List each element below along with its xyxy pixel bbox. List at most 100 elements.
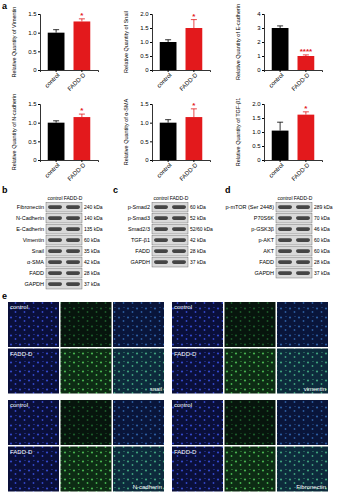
band [296, 260, 310, 264]
micrograph [61, 400, 112, 445]
size-label: 60 kDa [314, 248, 330, 254]
tick-label: 1.0 [28, 120, 37, 126]
y-axis-title: Relative Quantity of E-cadherin [235, 4, 241, 80]
tick-label: control [156, 72, 173, 89]
bar-chart: 00.51.01.52.0controlFADD-DRelative Quant… [123, 11, 211, 92]
y-axis-title: Relative Quantity of α-SMA [123, 98, 129, 165]
tick-label: 1.0 [140, 120, 149, 126]
stain-label: snail [150, 386, 162, 392]
micrograph [277, 400, 328, 445]
error-bar-stem [280, 122, 281, 130]
error-bar [277, 26, 283, 28]
tick-label: 0 [145, 67, 149, 73]
significance: * [80, 106, 84, 115]
error-bar-stem [56, 30, 57, 33]
error-bar-cap [277, 25, 283, 26]
tick: 2.0 [140, 11, 152, 17]
band [154, 216, 168, 220]
lane-label: FADD-D [294, 195, 313, 201]
tick: 2 [257, 39, 264, 45]
size-label: 140 kDa [84, 215, 103, 221]
tick-label: FADD-D [178, 72, 199, 93]
y-axis-title: Relative Quantity of Snail [123, 11, 129, 73]
micrograph [225, 447, 276, 492]
tick-label: 2.0 [252, 101, 261, 107]
blot-strip [152, 225, 188, 235]
band [66, 216, 80, 220]
error-bar-stem [193, 109, 194, 117]
micrograph-group: controlFADD-Dvimentin [172, 302, 328, 394]
row-label: FADD-D [10, 351, 33, 357]
band [48, 205, 62, 209]
tick: FADD-D [66, 70, 87, 92]
size-label: 240 kDa [84, 204, 103, 210]
western-blot: controlFADD-Dp-mTOR (Ser 2448)289 kDaP70… [226, 195, 333, 278]
bar [48, 123, 65, 160]
axis-line [265, 71, 323, 73]
tick-label: 0.5 [28, 139, 37, 145]
tick: 4 [257, 11, 264, 17]
protein-label: E-Cadherin [16, 226, 44, 232]
protein-label: P70S6K [254, 215, 275, 221]
error-bar [191, 109, 197, 117]
axis-line [262, 15, 265, 71]
tick-mark [262, 42, 264, 43]
panel-label: c [113, 185, 118, 195]
tick-label: FADD-D [66, 72, 87, 93]
row-label: control [10, 402, 28, 408]
x-axis: control FADD-D [265, 160, 323, 182]
plot-area [48, 114, 91, 160]
tick: 1.0 [252, 129, 264, 135]
tick-label: 1.5 [252, 115, 261, 121]
tick-label: 0.5 [140, 53, 149, 59]
y-axis: 00.51.01.52.0 [252, 101, 264, 163]
tick: control [268, 160, 285, 179]
band [278, 216, 292, 220]
tick-mark [262, 118, 264, 119]
band [154, 249, 168, 253]
tick: 1.5 [28, 11, 40, 17]
panel-label: b [2, 185, 8, 195]
tick-mark [150, 70, 152, 71]
band [66, 227, 80, 231]
tick-label: 0.5 [140, 139, 149, 145]
band [66, 238, 80, 242]
band [154, 238, 168, 242]
size-label: 42 kDa [84, 259, 100, 265]
blot-strip [46, 214, 82, 224]
protein-label: Fibronectin [17, 204, 44, 210]
axis-line [150, 15, 153, 71]
bar [160, 123, 177, 160]
lane-label: FADD-D [170, 195, 189, 201]
lane-label: FADD-D [64, 195, 83, 201]
band [278, 260, 292, 264]
bar [298, 115, 315, 160]
protein-label: p-Smad3 [128, 215, 150, 221]
tick-mark [150, 42, 152, 43]
band [296, 249, 310, 253]
y-axis: 00.51.01.5 [28, 101, 40, 163]
blot-strip [46, 225, 82, 235]
tick: 1.0 [28, 30, 40, 36]
tick-label: 1.5 [28, 11, 37, 17]
significance: **** [300, 47, 313, 56]
axis-line [153, 71, 211, 73]
axis-line [150, 105, 153, 161]
micrograph [277, 447, 328, 492]
band [154, 205, 168, 209]
tick-label: FADD-D [290, 72, 311, 93]
band [278, 227, 292, 231]
tick: FADD-D [178, 160, 199, 182]
x-axis: control FADD-D [153, 70, 211, 92]
tick-label: 0.5 [252, 143, 261, 149]
axis-line [153, 161, 211, 163]
bar-chart: 00.51.01.5controlFADD-DRelative Quantity… [123, 98, 211, 182]
micrograph [61, 302, 112, 347]
error-bar-stem [193, 20, 194, 28]
band [48, 227, 62, 231]
x-axis: controlFADD-D [265, 70, 323, 92]
tick-label: FADD-D [290, 162, 311, 183]
protein-label: p-GSK3β [251, 226, 274, 232]
protein-label: AKT [263, 248, 274, 254]
micrograph [225, 302, 276, 347]
